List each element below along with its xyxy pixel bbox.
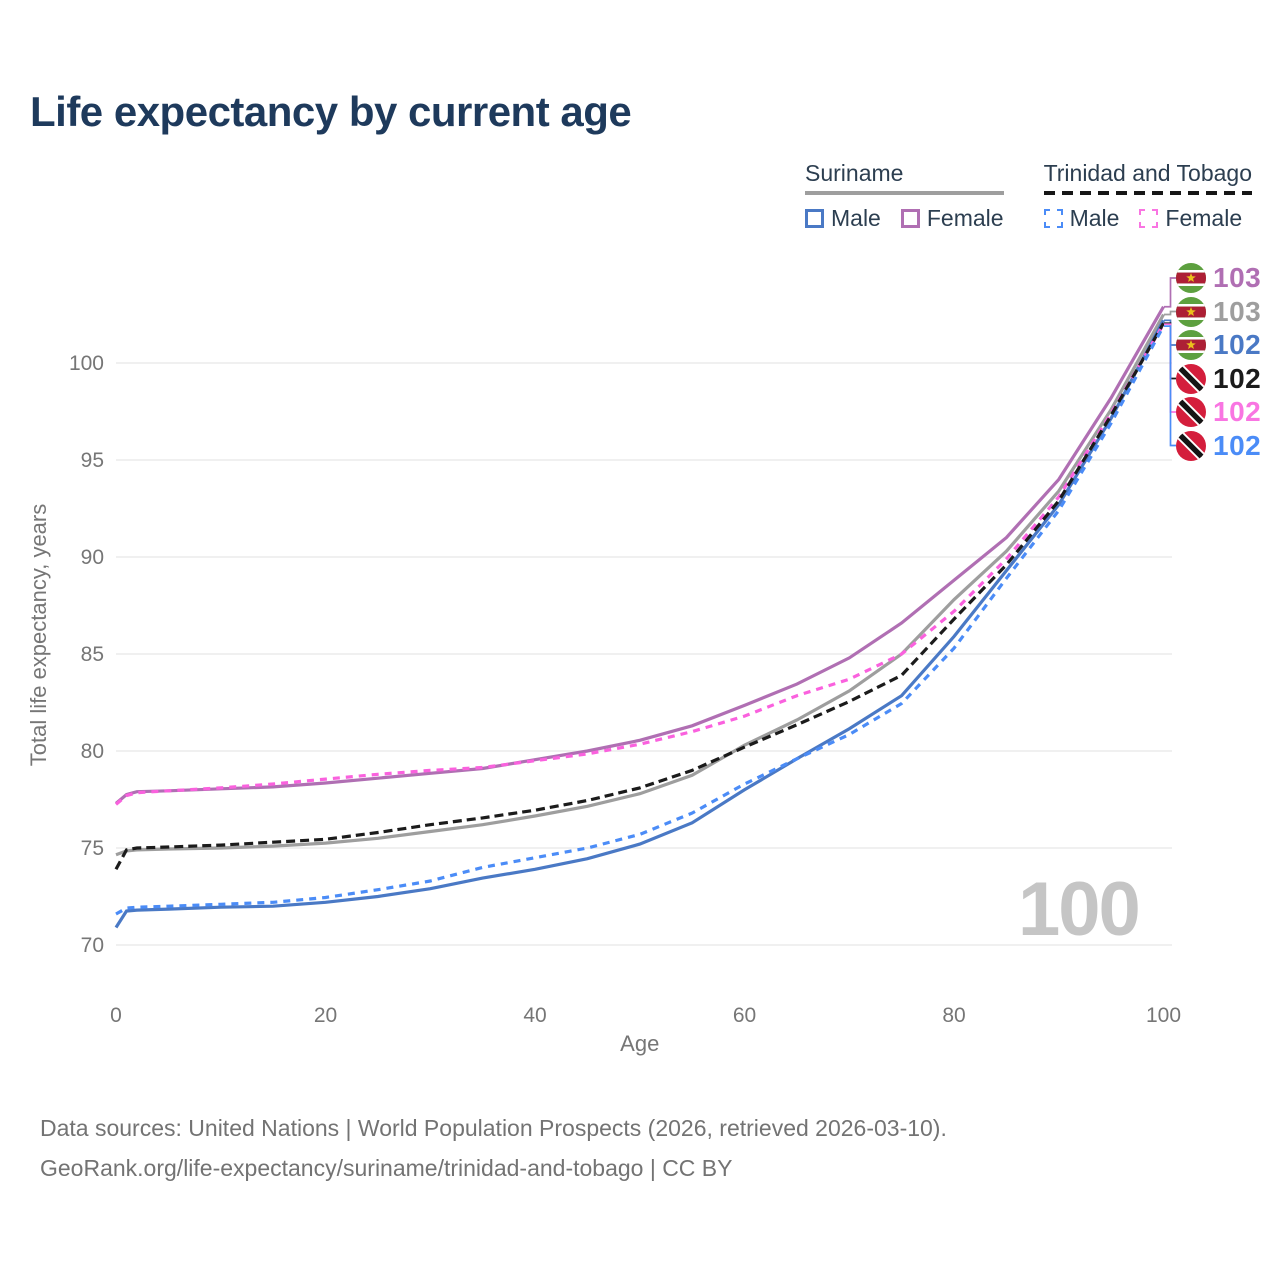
- x-tick-60: 60: [733, 1004, 756, 1027]
- endpoint-value: 103: [1213, 295, 1262, 327]
- endpoint-value: 102: [1213, 396, 1262, 427]
- endpoint-label-tto-male: 102: [1176, 430, 1261, 462]
- y-tick-75: 75: [81, 837, 104, 860]
- y-tick-70: 70: [81, 934, 104, 957]
- legend-group-suriname: Suriname Male Female: [805, 160, 1004, 232]
- legend-label: Female: [1165, 205, 1243, 231]
- legend-swatch-suriname-male: [805, 209, 824, 228]
- legend-swatch-tto-female: [1139, 209, 1159, 228]
- legend-swatch-suriname-female: [900, 209, 920, 228]
- endpoint-label-suriname-both: 103: [1176, 296, 1261, 328]
- endpoint-label-tto-female: 102: [1176, 396, 1261, 428]
- page-title: Life expectancy by current age: [30, 88, 632, 135]
- suriname-flag-icon: [1176, 263, 1206, 293]
- endpoint-value: 103: [1213, 262, 1262, 293]
- trinidad-and-tobago-flag-icon: [1176, 363, 1206, 394]
- x-tick-20: 20: [314, 1004, 337, 1027]
- legend-item-tto-male[interactable]: Male: [1043, 205, 1120, 232]
- legend-item-suriname-male[interactable]: Male: [805, 205, 881, 232]
- endpoint-value: 102: [1213, 362, 1262, 394]
- endpoint-connector-tto_m: [1164, 325, 1176, 447]
- legend-group-trinidad-and-tobago: Trinidad and Tobago Male Female: [1043, 160, 1252, 232]
- legend: Suriname Male Female Trinidad and Tobago: [805, 160, 1252, 232]
- y-tick-80: 80: [81, 740, 104, 763]
- y-tick-95: 95: [81, 449, 104, 472]
- y-tick-85: 85: [81, 643, 104, 666]
- watermark-100: 100: [1018, 867, 1141, 952]
- x-tick-80: 80: [942, 1004, 965, 1027]
- trinidad-and-tobago-flag-icon: [1176, 397, 1206, 427]
- series-line-sur_f: [114, 305, 1165, 805]
- endpoint-label-suriname-female: 103: [1176, 262, 1261, 294]
- legend-underline-trinidad-and-tobago: [1043, 191, 1252, 195]
- series-line-sur_t: [115, 313, 1165, 857]
- legend-label: Female: [926, 205, 1004, 231]
- endpoint-value: 102: [1213, 329, 1262, 360]
- legend-group-title-trinidad-and-tobago: Trinidad and Tobago: [1043, 160, 1252, 186]
- series-line-tto_t: [114, 322, 1165, 871]
- suriname-flag-icon: [1176, 330, 1206, 360]
- attribution-line: GeoRank.org/life-expectancy/suriname/tri…: [40, 1155, 733, 1181]
- x-tick-0: 0: [110, 1004, 122, 1027]
- endpoint-connector-sur_t: [1164, 310, 1176, 316]
- legend-underline-suriname: [805, 191, 1004, 195]
- legend-item-tto-female[interactable]: Female: [1139, 205, 1242, 232]
- footer: Data sources: United Nations | World Pop…: [40, 1108, 947, 1188]
- endpoint-value: 102: [1213, 429, 1262, 461]
- legend-label: Male: [1069, 205, 1120, 231]
- x-axis-title: Age: [620, 1031, 659, 1056]
- endpoint-connector-sur_f: [1164, 277, 1176, 308]
- endpoint-label-suriname-male: 102: [1176, 329, 1261, 361]
- y-tick-100: 100: [69, 352, 104, 375]
- series-line-tto_m: [115, 325, 1165, 916]
- x-tick-40: 40: [523, 1004, 546, 1027]
- suriname-flag-icon: [1176, 296, 1206, 327]
- endpoint-label-tto-both: 102: [1176, 363, 1261, 395]
- legend-label: Male: [831, 205, 881, 231]
- legend-group-title-suriname: Suriname: [805, 160, 904, 186]
- legend-item-suriname-female[interactable]: Female: [900, 205, 1004, 232]
- trinidad-and-tobago-flag-icon: [1176, 430, 1206, 461]
- series-line-sur_m: [114, 319, 1165, 929]
- x-tick-100: 100: [1146, 1004, 1181, 1027]
- y-tick-90: 90: [81, 546, 104, 569]
- data-sources-line: Data sources: United Nations | World Pop…: [40, 1115, 947, 1141]
- series-line-tto_f: [114, 323, 1165, 806]
- legend-swatch-tto-male: [1043, 209, 1063, 228]
- y-axis-title: Total life expectancy, years: [26, 504, 51, 767]
